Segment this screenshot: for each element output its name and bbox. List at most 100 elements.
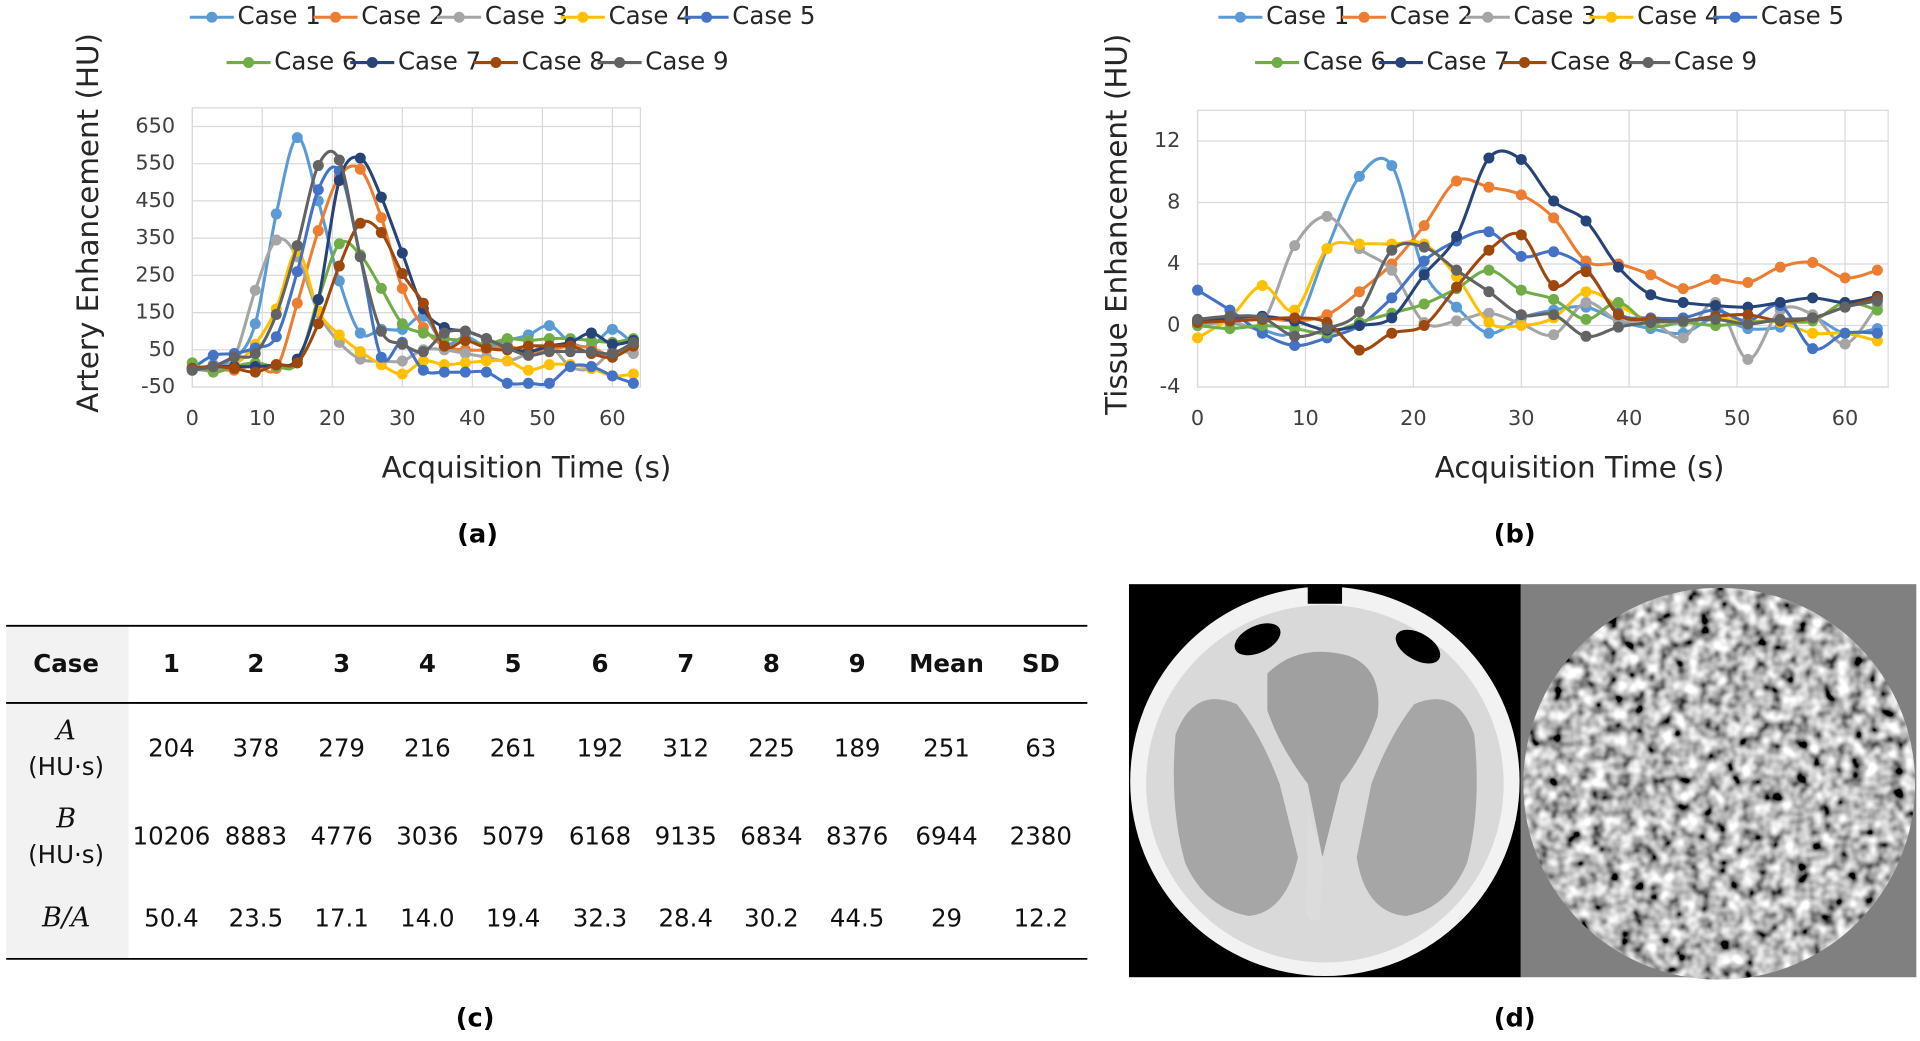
data-point: [1483, 327, 1495, 339]
data-point: [312, 184, 324, 196]
data-point: [459, 334, 471, 347]
data-point: [1353, 344, 1365, 356]
data-point: [1289, 240, 1301, 252]
data-point: [1483, 316, 1495, 328]
table-cell: 6944: [915, 822, 977, 851]
data-point: [249, 284, 261, 296]
table: Case 1 2 3 4 5 6 7 8 9 Mean SD A (HU·s) 204 378 279 216 26…: [6, 624, 1088, 1033]
data-point: [1289, 330, 1301, 342]
data-point: [1515, 320, 1527, 332]
table-cell: 19.4: [486, 904, 540, 933]
table-header: 7: [677, 649, 694, 678]
data-point: [1386, 244, 1398, 256]
brain-left: [1173, 699, 1298, 917]
data-point: [1289, 323, 1301, 335]
data-point: [1580, 313, 1592, 325]
data-point: [1483, 226, 1495, 238]
table-cell: 17.1: [314, 904, 368, 933]
table-header: Mean: [909, 649, 984, 678]
data-point: [1386, 264, 1398, 276]
data-point: [480, 342, 492, 354]
data-point: [1451, 264, 1463, 276]
data-point: [312, 318, 324, 330]
data-point: [543, 377, 555, 389]
table-cell: 4776: [310, 822, 372, 851]
data-point: [1289, 304, 1301, 316]
data-point: [270, 359, 282, 371]
ventricle-left: [1234, 623, 1281, 656]
legend-label: Case 3: [1513, 1, 1596, 30]
panel-label: (b): [1494, 520, 1536, 550]
data-point: [459, 325, 471, 337]
ct-images: [1128, 584, 1917, 980]
y-tick-label: 4: [1167, 251, 1180, 275]
data-point: [522, 349, 534, 361]
data-point: [270, 308, 282, 320]
table-header: 4: [419, 649, 436, 678]
data-point: [396, 247, 408, 259]
table-cell: 279: [318, 733, 365, 762]
data-point: [1548, 309, 1560, 321]
legend-label: Case 2: [361, 1, 444, 30]
data-point: [396, 318, 408, 330]
data-point: [1289, 312, 1301, 324]
table-cell: 32.3: [573, 904, 627, 933]
data-point: [1807, 343, 1819, 355]
data-point: [333, 154, 345, 166]
data-point: [1742, 276, 1754, 288]
data-point: [417, 355, 429, 367]
table-cell: 378: [233, 733, 280, 762]
table-cell: 6168: [569, 822, 631, 851]
data-point: [1515, 284, 1527, 296]
data-point: [396, 368, 408, 380]
data-point: [1839, 338, 1851, 350]
y-tick-label: -50: [141, 374, 175, 398]
data-point: [1742, 318, 1754, 330]
series-line: [1197, 214, 1879, 361]
table-cell: 28.4: [658, 904, 712, 933]
row-symbol: B: [55, 803, 76, 834]
y-tick-label: 12: [1154, 128, 1180, 152]
data-point: [1612, 309, 1624, 321]
y-tick-label: 0: [1167, 313, 1180, 337]
data-point: [396, 355, 408, 367]
data-point: [1353, 238, 1365, 250]
noise-map: [1523, 587, 1916, 980]
data-point: [375, 227, 387, 239]
data-point: [501, 342, 513, 354]
series-line: [1197, 149, 1878, 332]
legend-marker: [1358, 11, 1370, 23]
data-point: [543, 359, 555, 371]
legend-marker: [1395, 57, 1407, 69]
data-point: [333, 275, 345, 287]
data-point: [354, 327, 366, 339]
data-point: [501, 333, 513, 345]
x-tick-label: 0: [1191, 406, 1204, 430]
table-header: 5: [505, 649, 522, 678]
top-mark: [1307, 584, 1343, 604]
data-point: [543, 346, 555, 358]
data-point: [1548, 246, 1560, 258]
table-cell: 2380: [1010, 822, 1072, 851]
data-point: [396, 282, 408, 294]
legend-marker: [1642, 57, 1654, 69]
data-point: [480, 366, 492, 378]
legend-label: Case 4: [609, 1, 692, 30]
data-point: [207, 349, 219, 361]
legend-marker: [1271, 57, 1283, 69]
data-point: [1353, 286, 1365, 298]
data-point: [1871, 327, 1883, 339]
data-point: [438, 340, 450, 352]
legend-marker: [330, 11, 342, 23]
data-point: [522, 364, 534, 376]
data-point: [1418, 298, 1430, 310]
data-point: [354, 152, 366, 164]
data-point: [207, 361, 219, 373]
data-point: [585, 346, 597, 358]
legend-label: Case 9: [1674, 47, 1757, 76]
data-point: [354, 346, 366, 358]
noise-texture: [1523, 587, 1916, 980]
table-cell: 6834: [740, 822, 802, 851]
